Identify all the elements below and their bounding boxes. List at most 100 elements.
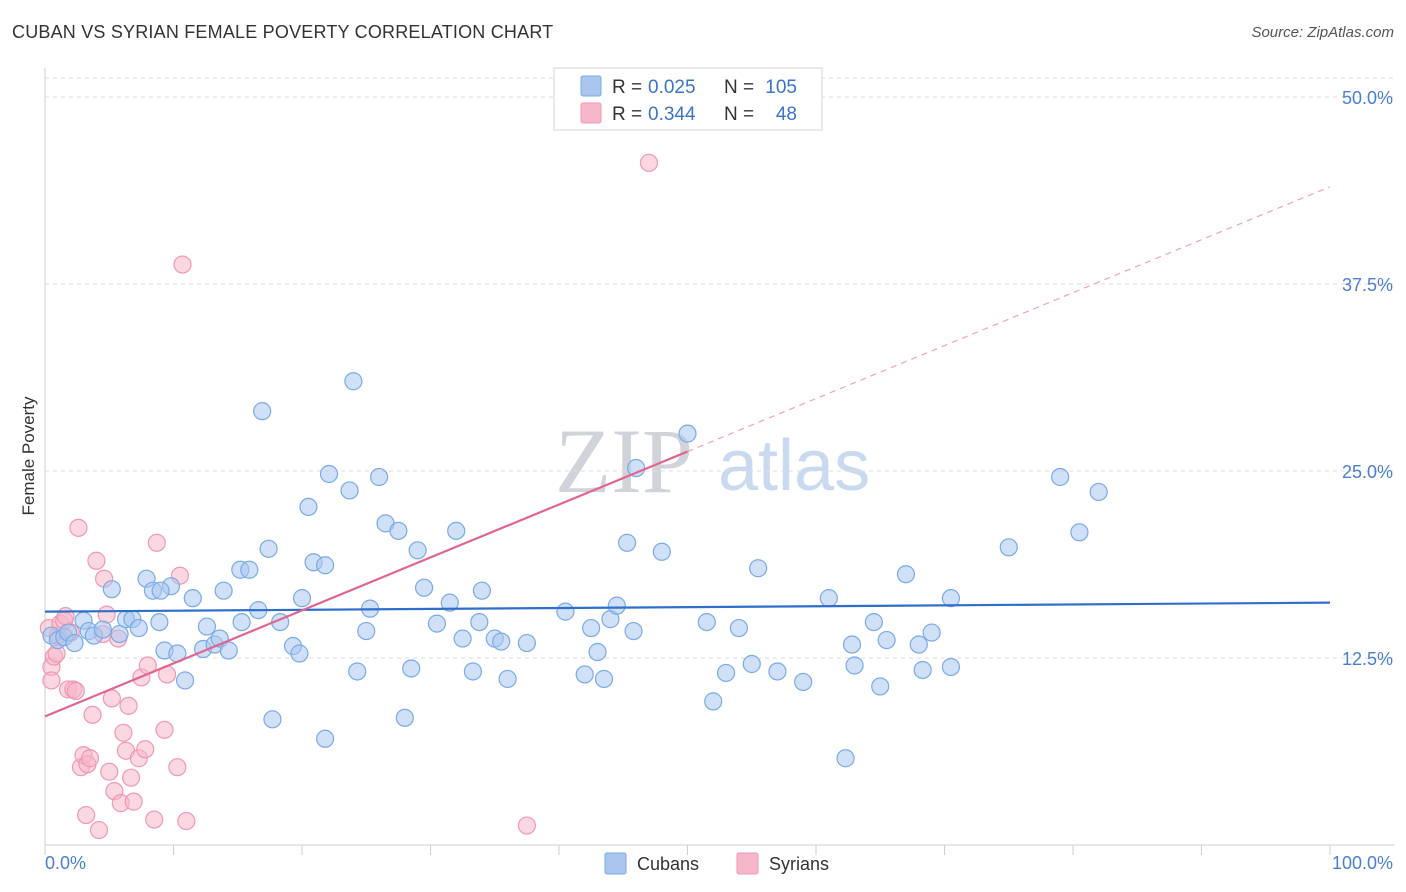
cubans-point bbox=[877, 630, 896, 650]
cubans-point bbox=[319, 464, 339, 484]
cubans-point bbox=[259, 539, 278, 558]
cubans-point bbox=[292, 589, 312, 608]
bottom-legend-label-cubans: Cubans bbox=[637, 854, 699, 874]
syrians-point bbox=[97, 605, 116, 624]
cubans-point bbox=[389, 521, 408, 540]
cubans-point bbox=[214, 581, 233, 600]
syrians-point bbox=[119, 696, 138, 715]
cubans-point bbox=[749, 559, 768, 578]
cubans-point bbox=[453, 629, 472, 648]
cubans-point bbox=[1070, 523, 1089, 542]
syrians-point bbox=[124, 792, 143, 811]
cubans-point bbox=[414, 578, 434, 597]
cubans-point bbox=[864, 612, 883, 632]
syrians-point bbox=[517, 816, 536, 835]
cubans-point bbox=[626, 458, 646, 478]
syrians-point bbox=[145, 810, 164, 829]
legend-r-label-syrians: R = bbox=[612, 104, 642, 125]
cubans-point bbox=[316, 729, 335, 748]
bottom-legend-swatch-cubans bbox=[604, 852, 627, 875]
cubans-point bbox=[357, 621, 376, 641]
cubans-point bbox=[470, 612, 489, 632]
cubans-point bbox=[253, 402, 272, 421]
cubans-point bbox=[427, 614, 447, 633]
syrians-trend-extension bbox=[687, 186, 1331, 453]
cubans-point bbox=[575, 665, 594, 684]
cubans-point bbox=[836, 749, 855, 768]
legend-r-value-syrians: 0.344 bbox=[648, 104, 696, 125]
syrians-point bbox=[168, 758, 187, 777]
cubans-point bbox=[183, 589, 202, 608]
cubans-point bbox=[999, 538, 1018, 557]
cubans-point bbox=[240, 560, 259, 579]
legend-r-value-cubans: 0.025 bbox=[648, 77, 696, 98]
bottom-legend-swatch-syrians bbox=[736, 852, 759, 875]
syrians-point bbox=[66, 681, 85, 701]
cubans-point bbox=[556, 602, 575, 621]
syrians-trend-line bbox=[44, 450, 688, 718]
cubans-point bbox=[151, 581, 170, 600]
syrians-point bbox=[121, 768, 141, 787]
cubans-point bbox=[395, 708, 414, 727]
cubans-point bbox=[348, 662, 367, 681]
legend-n-value-syrians: 48 bbox=[776, 104, 797, 125]
cubans-point bbox=[517, 633, 536, 653]
syrians-point bbox=[80, 749, 100, 768]
syrians-point bbox=[89, 820, 109, 840]
cubans-point bbox=[588, 642, 607, 662]
legend-swatch-cubans bbox=[580, 75, 602, 97]
stats-legend: R = 0.025 N = 105 R = 0.344 N = 48 bbox=[553, 67, 823, 131]
y-tick-label: 25.0% bbox=[1342, 462, 1393, 482]
cubans-point bbox=[941, 589, 961, 608]
cubans-point bbox=[729, 618, 749, 638]
syrians-point bbox=[136, 740, 155, 759]
cubans-point bbox=[909, 635, 928, 654]
cubans-point bbox=[340, 481, 359, 500]
data-points bbox=[39, 153, 1108, 840]
cubans-point bbox=[102, 580, 121, 599]
watermark-atlas: atlas bbox=[718, 426, 870, 506]
cubans-point bbox=[704, 692, 723, 711]
series-legend: Cubans Syrians bbox=[604, 852, 829, 875]
cubans-point bbox=[219, 641, 238, 660]
y-tick-label: 37.5% bbox=[1342, 275, 1393, 295]
cubans-point bbox=[1089, 482, 1108, 502]
chart-source: Source: ZipAtlas.com bbox=[1251, 24, 1394, 41]
syrians-point bbox=[114, 723, 133, 742]
cubans-point bbox=[768, 662, 787, 681]
bottom-legend-label-syrians: Syrians bbox=[769, 854, 829, 874]
cubans-point bbox=[370, 467, 389, 487]
cubans-point bbox=[463, 662, 483, 681]
syrians-point bbox=[56, 607, 75, 626]
cubans-point bbox=[607, 596, 626, 615]
cubans-point bbox=[594, 669, 614, 689]
cubans-point bbox=[408, 541, 427, 560]
legend-n-label-cubans: N = bbox=[724, 77, 754, 98]
chart-title: CUBAN VS SYRIAN FEMALE POVERTY CORRELATI… bbox=[12, 22, 554, 42]
cubans-point bbox=[129, 618, 148, 638]
syrians-point bbox=[69, 518, 88, 537]
cubans-point bbox=[842, 635, 862, 654]
cubans-point bbox=[1051, 467, 1070, 487]
cubans-point bbox=[110, 624, 129, 644]
cubans-point bbox=[447, 521, 466, 540]
cubans-point bbox=[472, 581, 491, 600]
cubans-point bbox=[150, 612, 169, 632]
legend-r-label-cubans: R = bbox=[612, 77, 642, 98]
cubans-point bbox=[197, 617, 217, 636]
syrians-point bbox=[83, 705, 102, 724]
syrians-point bbox=[100, 762, 119, 781]
cubans-trend-line bbox=[44, 601, 1331, 613]
cubans-point bbox=[819, 589, 838, 608]
cubans-point bbox=[941, 657, 961, 677]
cubans-point bbox=[175, 671, 195, 690]
syrians-point bbox=[42, 671, 61, 690]
syrians-point bbox=[155, 720, 174, 739]
legend-n-value-cubans: 105 bbox=[765, 77, 797, 98]
syrians-point bbox=[639, 153, 659, 172]
cubans-point bbox=[922, 623, 941, 642]
cubans-point bbox=[582, 618, 601, 638]
cubans-point bbox=[498, 669, 517, 689]
cubans-point bbox=[697, 612, 716, 632]
